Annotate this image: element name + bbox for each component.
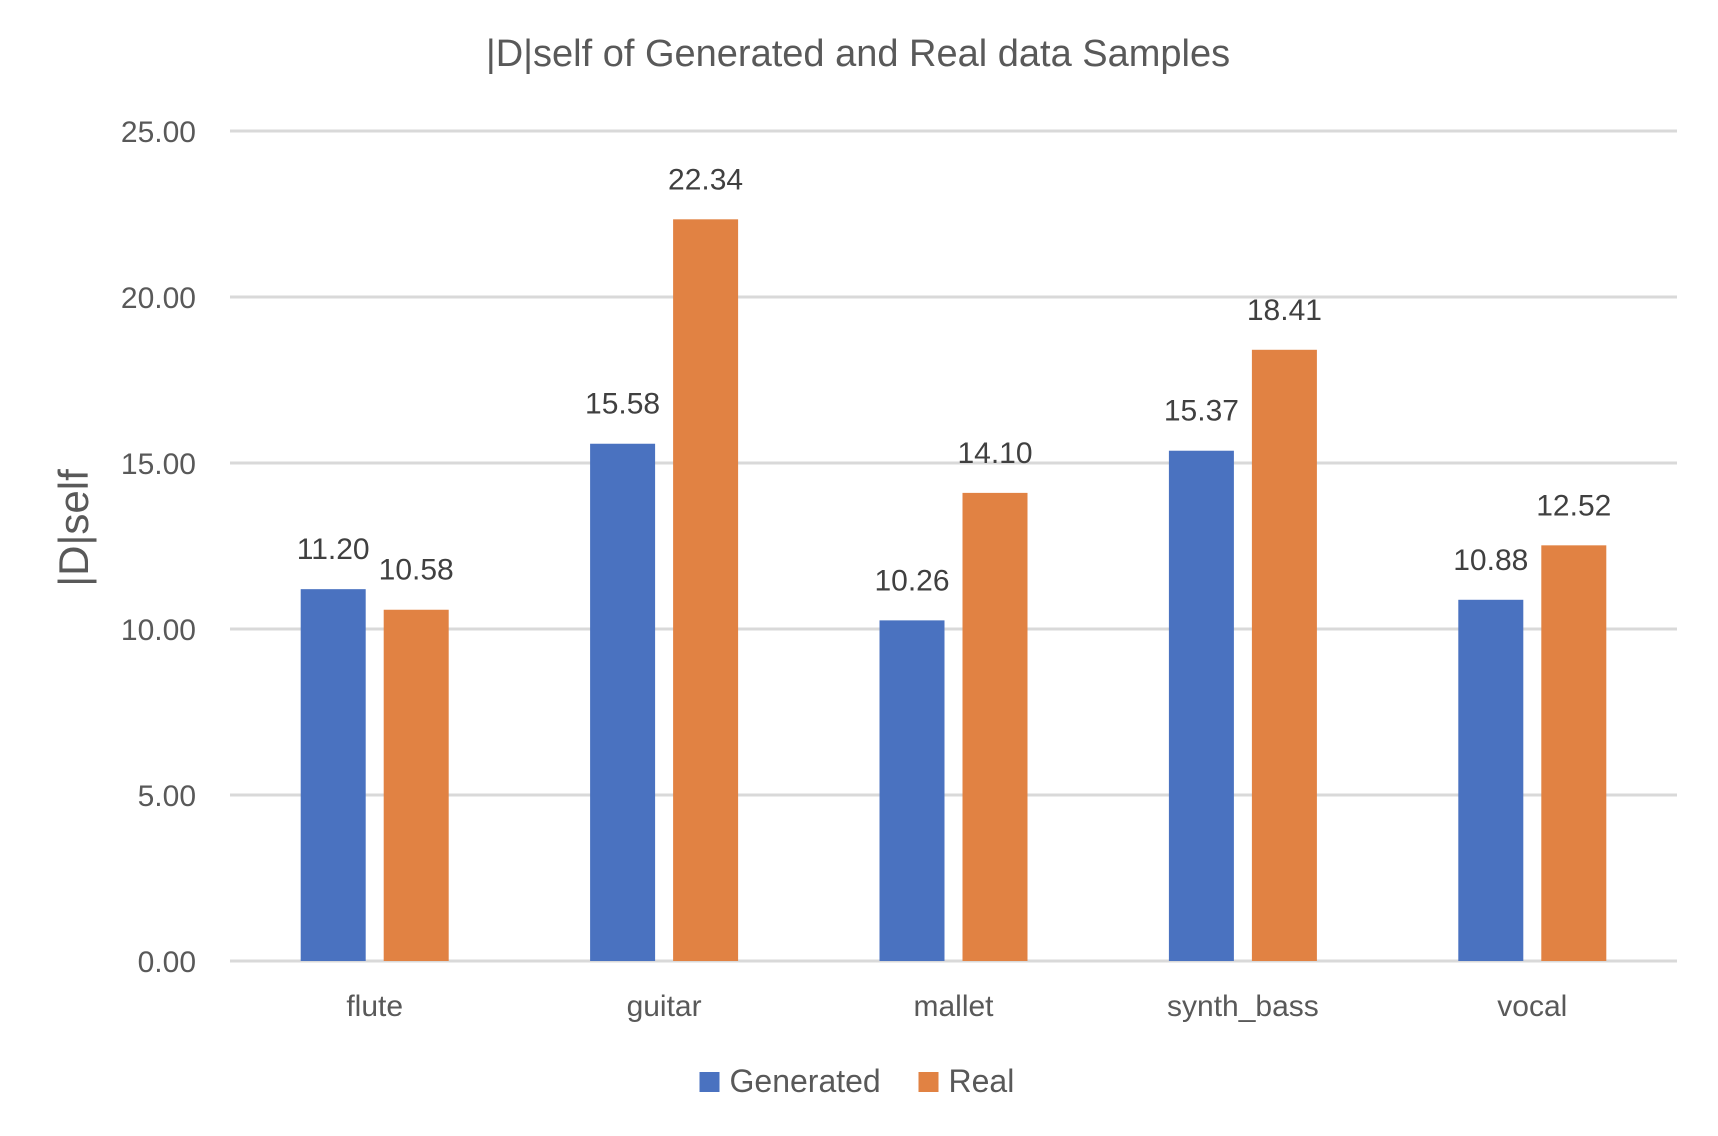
- data-label: 18.41: [1247, 294, 1322, 327]
- data-label: 14.10: [957, 437, 1032, 470]
- bar-generated-synth_bass: [1168, 450, 1234, 961]
- bar-generated-vocal: [1458, 599, 1524, 961]
- y-tick-label: 0.00: [138, 946, 196, 979]
- legend-swatch-real: [918, 1072, 939, 1092]
- y-tick-label: 25.00: [121, 116, 196, 149]
- data-label: 11.20: [297, 533, 370, 566]
- data-label: 22.34: [668, 163, 743, 196]
- bar-real-guitar: [673, 219, 739, 961]
- bar-real-flute: [383, 609, 449, 961]
- bar-generated-mallet: [879, 620, 945, 961]
- y-tick-label: 5.00: [138, 780, 196, 813]
- bar-real-mallet: [962, 492, 1028, 961]
- x-tick-label: flute: [346, 990, 403, 1023]
- data-label: 10.58: [379, 554, 454, 587]
- y-tick-label: 20.00: [121, 282, 196, 315]
- legend: Generated Real: [699, 1063, 1015, 1099]
- bar-real-synth_bass: [1251, 349, 1317, 962]
- bar-generated-guitar: [590, 443, 656, 961]
- data-label: 15.58: [585, 388, 660, 421]
- y-tick-label: 10.00: [121, 614, 196, 647]
- chart-title: |D|self of Generated and Real data Sampl…: [486, 33, 1230, 75]
- x-tick-label: guitar: [627, 990, 702, 1023]
- data-label: 10.26: [874, 564, 949, 597]
- legend-label-generated: Generated: [730, 1063, 881, 1099]
- gridlines: [230, 129, 1677, 963]
- y-axis-label: |D|self: [50, 469, 97, 587]
- legend-swatch-generated: [699, 1072, 720, 1092]
- y-tick-label: 15.00: [121, 448, 196, 481]
- x-axis-ticks: flute guitar mallet synth_bass vocal: [346, 990, 1567, 1023]
- data-labels: 11.20 10.58 15.58 22.34 10.26 14.10 15.37 18.41…: [297, 163, 1612, 597]
- x-tick-label: mallet: [913, 990, 994, 1023]
- x-tick-label: vocal: [1497, 990, 1567, 1023]
- x-tick-label: synth_bass: [1167, 990, 1319, 1023]
- bar-real-vocal: [1541, 545, 1607, 961]
- data-label: 10.88: [1453, 544, 1528, 577]
- y-axis-ticks: 0.00 5.00 10.00 15.00 20.00 25.00: [121, 116, 196, 979]
- data-label: 12.52: [1536, 489, 1611, 522]
- bars: [300, 219, 1607, 962]
- legend-label-real: Real: [949, 1063, 1015, 1099]
- data-label: 15.37: [1164, 395, 1239, 428]
- bar-generated-flute: [300, 589, 366, 961]
